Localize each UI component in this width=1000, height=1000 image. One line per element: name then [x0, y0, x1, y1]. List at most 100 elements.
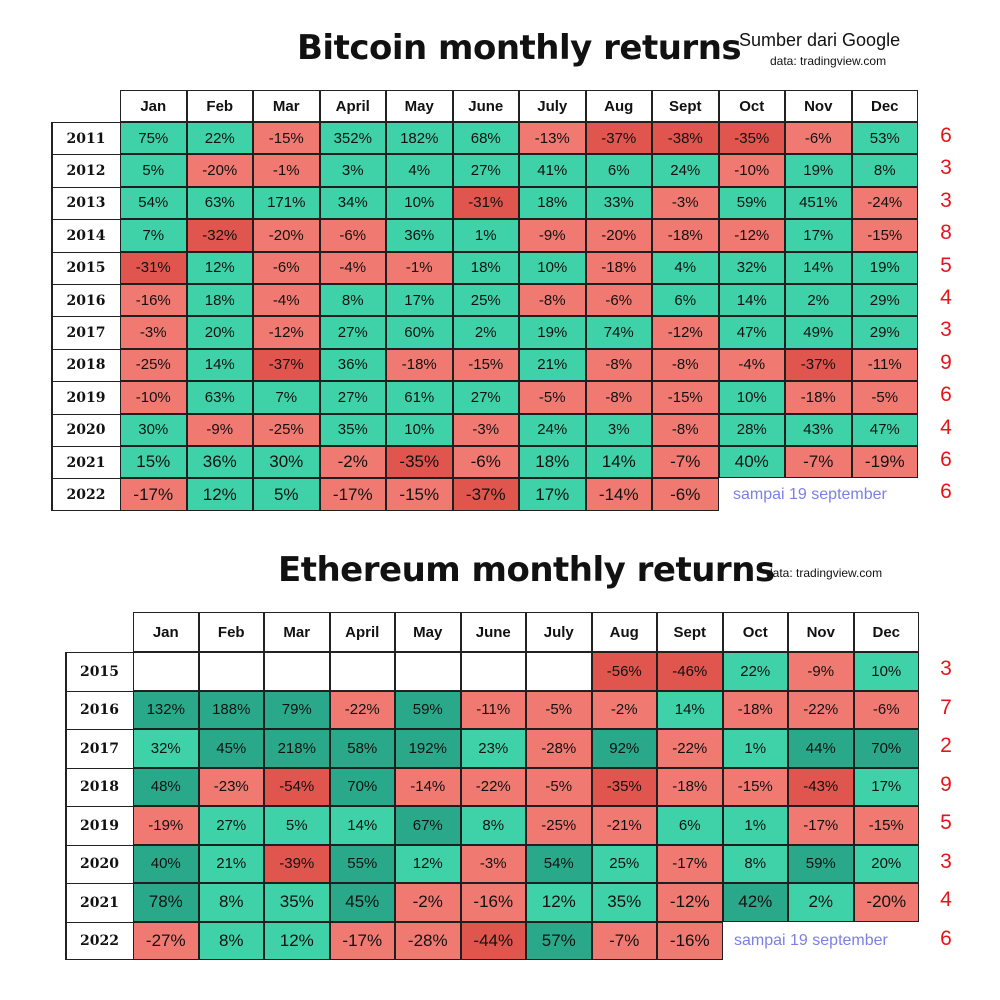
table-cell: 29% [851, 316, 918, 349]
month-header: May [395, 612, 461, 652]
table-cell: -31% [120, 251, 187, 284]
table-cell: 43% [785, 413, 852, 446]
table-cell: 1% [722, 806, 788, 845]
table-cell: 45% [329, 883, 395, 922]
table-cell: -21% [591, 806, 657, 845]
year-label: 2020 [52, 413, 120, 446]
table-cell: -3% [652, 186, 719, 220]
row-count: 6 [940, 124, 952, 147]
month-header: April [319, 90, 386, 122]
table-left-border [51, 122, 53, 511]
table-cell: 78% [133, 883, 199, 922]
month-header: Dec [851, 90, 918, 122]
table-cell: 36% [319, 348, 386, 382]
table-left-border [65, 652, 67, 960]
table-cell: 25% [452, 284, 519, 317]
table-cell: -37% [253, 348, 320, 382]
month-header: June [460, 612, 526, 652]
table-cell: -6% [319, 219, 386, 252]
table-cell: -6% [253, 251, 320, 284]
table-cell: 27% [319, 381, 386, 414]
table-cell: -16% [460, 883, 526, 922]
table-cell: 4% [652, 251, 719, 284]
table-cell: 41% [519, 154, 586, 187]
table-cell: -5% [526, 767, 592, 806]
year-label: 2016 [52, 284, 120, 317]
table-cell: 188% [198, 690, 264, 729]
table-cell: 49% [785, 316, 852, 349]
table-cell: 20% [853, 844, 919, 883]
table-cell: 22% [722, 652, 788, 691]
table-cell: 36% [186, 446, 253, 479]
table-cell: 5% [120, 154, 187, 187]
table-cell: 63% [186, 186, 253, 220]
row-count: 6 [940, 480, 952, 504]
table-cell: -39% [264, 844, 330, 883]
table-cell: -37% [452, 478, 519, 511]
table-cell: 2% [785, 284, 852, 317]
row-count: 3 [940, 188, 952, 212]
table-cell: 92% [591, 729, 657, 768]
table-cell: -5% [851, 381, 918, 414]
table-cell: 47% [851, 413, 918, 446]
year-label: 2012 [52, 154, 120, 187]
table-cell: -18% [785, 381, 852, 414]
table-cell: 18% [186, 284, 253, 317]
table-cell: 61% [386, 381, 453, 414]
table-cell [460, 652, 526, 691]
table-cell: 54% [526, 844, 592, 883]
table-cell: -35% [386, 446, 453, 479]
month-header: April [329, 612, 395, 652]
table-cell: -11% [851, 348, 918, 382]
table-cell: 28% [718, 413, 785, 446]
table-cell: -14% [585, 478, 652, 511]
row-count: 2 [940, 734, 952, 757]
table-cell: 132% [133, 690, 199, 729]
table-cell: -35% [591, 767, 657, 806]
table-cell: 27% [452, 381, 519, 414]
table-cell: 25% [591, 844, 657, 883]
table-cell: -1% [386, 251, 453, 284]
table-cell: 40% [718, 446, 785, 479]
table-cell: 29% [851, 284, 918, 317]
table-cell: 5% [253, 478, 320, 511]
row-count: 6 [940, 383, 952, 407]
year-label: 2015 [66, 652, 133, 691]
table-cell: 35% [264, 883, 330, 922]
year-label: 2018 [52, 348, 120, 382]
year-label: 2013 [52, 186, 120, 220]
row-count: 3 [940, 657, 952, 680]
table-cell: 24% [652, 154, 719, 187]
table-cell: 22% [186, 122, 253, 155]
table-cell: -31% [452, 186, 519, 220]
table-cell: 21% [519, 348, 586, 382]
table-cell: 3% [319, 154, 386, 187]
row-count: 6 [940, 448, 952, 471]
table-cell: -2% [319, 446, 386, 479]
table-cell: -22% [657, 729, 723, 768]
year-label: 2018 [66, 767, 133, 806]
table-cell: -4% [718, 348, 785, 382]
table-cell: 59% [718, 186, 785, 220]
month-header: Sept [657, 612, 723, 652]
month-header: Aug [591, 612, 657, 652]
table-cell: -8% [519, 284, 586, 317]
table-cell: 12% [186, 478, 253, 511]
btc-source-label: Sumber dari Google [739, 30, 901, 50]
table-cell: 10% [386, 186, 453, 220]
table-cell: -23% [198, 767, 264, 806]
btc-data-source: data: tradingview.com [770, 54, 887, 68]
table-cell: 63% [186, 381, 253, 414]
table-cell: 10% [718, 381, 785, 414]
table-cell: -3% [452, 413, 519, 446]
table-cell: -20% [585, 219, 652, 252]
table-cell: 10% [853, 652, 919, 691]
table-cell: 30% [120, 413, 187, 446]
month-header: Mar [264, 612, 330, 652]
table-cell: 12% [526, 883, 592, 922]
table-cell: 48% [133, 767, 199, 806]
table-cell: -18% [657, 767, 723, 806]
table-cell: -38% [652, 122, 719, 155]
table-cell: 47% [718, 316, 785, 349]
table-cell: 4% [386, 154, 453, 187]
